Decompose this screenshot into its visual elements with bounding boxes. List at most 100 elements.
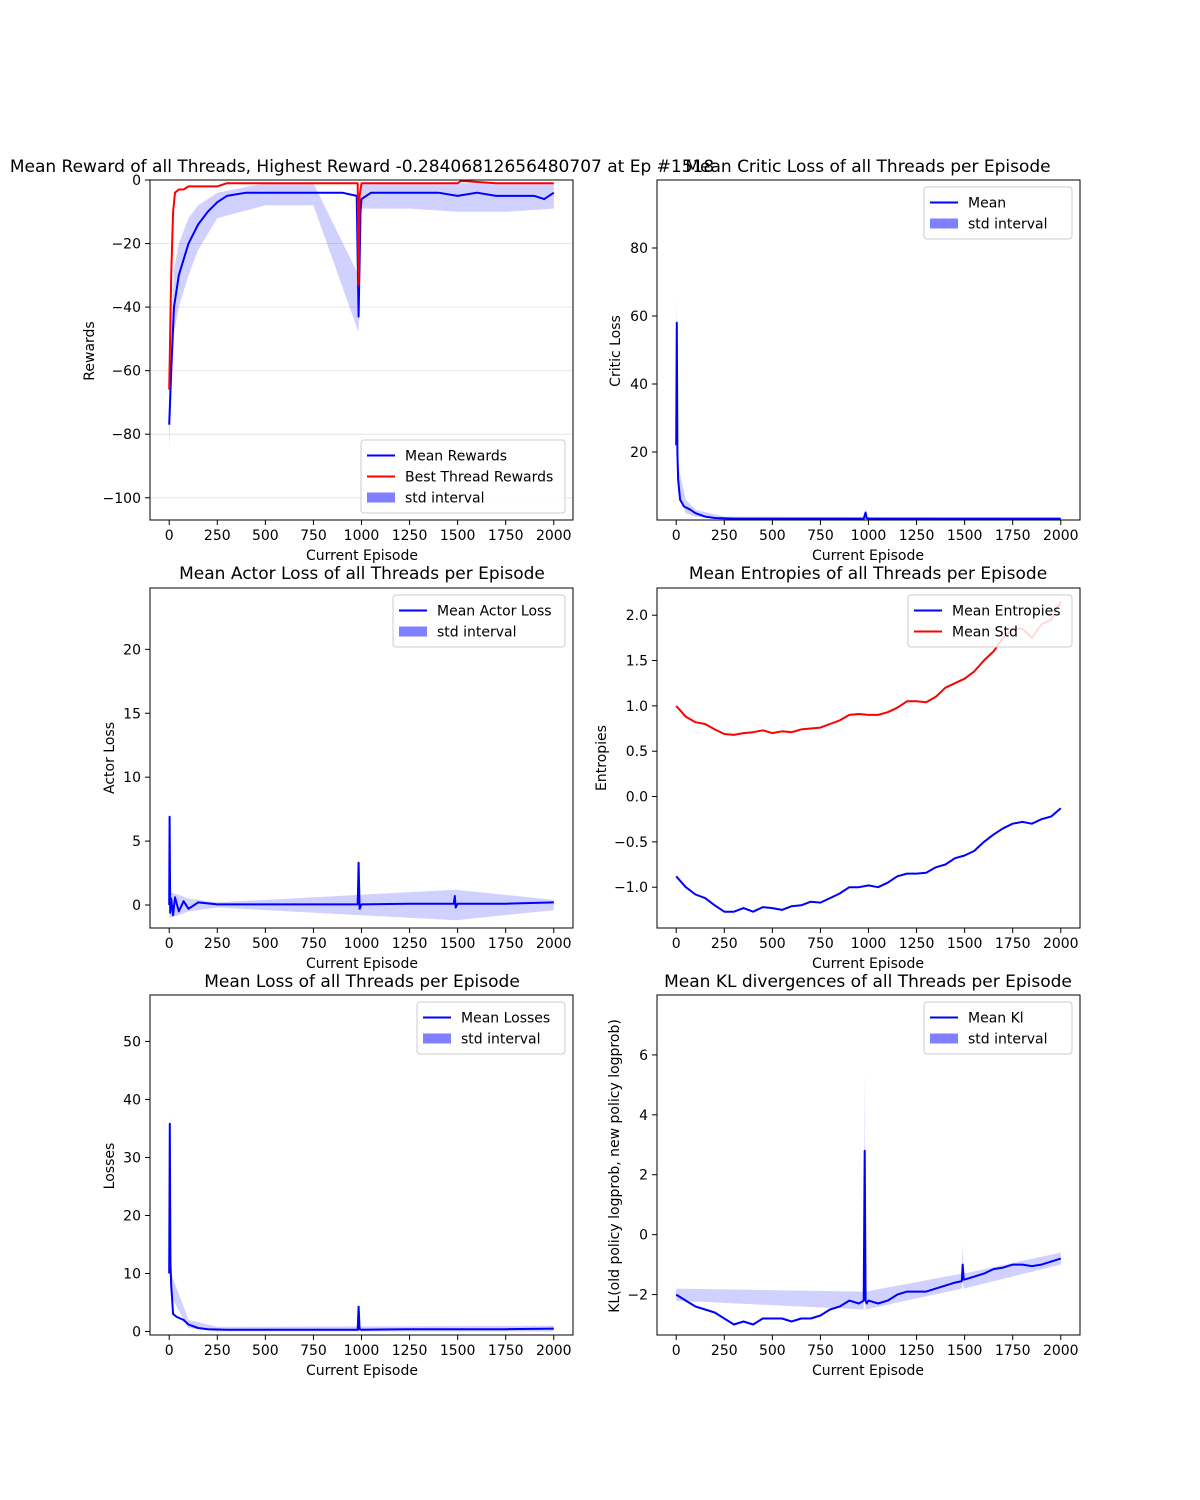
y-tick-label: 6: [639, 1048, 648, 1064]
legend-label: std interval: [968, 217, 1048, 233]
x-tick-label: 0: [165, 528, 174, 544]
legend-label: std interval: [405, 491, 485, 507]
legend-box: [907, 594, 1073, 648]
y-tick-label: −100: [103, 491, 141, 507]
panel-title: Mean Actor Loss of all Threads per Episo…: [179, 564, 545, 584]
plot-area: [675, 295, 1061, 520]
x-tick-label: 750: [807, 936, 834, 952]
y-tick-label: −80: [111, 427, 141, 443]
y-tick-label: −40: [111, 300, 141, 316]
x-tick-label: 1500: [947, 1343, 983, 1359]
legend: Mean Entropies Mean Std: [907, 594, 1073, 648]
y-tick-label: 50: [123, 1034, 141, 1050]
plot-area: [168, 1111, 554, 1332]
legend: Mean Losses std interval: [416, 1001, 566, 1055]
series-line-mean-actor-loss: [168, 815, 554, 917]
x-tick-label: 500: [252, 936, 279, 952]
y-tick-label: −0.5: [614, 835, 648, 851]
series-line-mean-losses: [168, 1122, 554, 1331]
x-tick-label: 1250: [899, 528, 935, 544]
y-tick-label: 0.0: [626, 790, 648, 806]
x-tick-label: 750: [300, 528, 327, 544]
x-tick-label: 250: [204, 936, 231, 952]
panel-mean-reward: Mean Reward of all Threads, Highest Rewa…: [10, 157, 714, 564]
x-tick-label: 1750: [995, 528, 1031, 544]
x-tick-label: 250: [711, 936, 738, 952]
x-tick-label: 1250: [392, 936, 428, 952]
y-axis-label: Losses: [102, 1143, 118, 1190]
y-tick-label: 40: [123, 1092, 141, 1108]
legend-box: [416, 1001, 566, 1055]
y-tick-label: 0: [132, 898, 141, 914]
y-axis-label: KL(old policy logprob, new policy logpro…: [607, 1019, 623, 1313]
panel-title: Mean KL divergences of all Threads per E…: [664, 972, 1072, 992]
x-tick-label: 2000: [1043, 936, 1079, 952]
x-axis-label: Current Episode: [812, 548, 924, 564]
legend-swatch-band: [930, 1033, 958, 1044]
x-tick-label: 500: [759, 528, 786, 544]
x-tick-label: 250: [204, 528, 231, 544]
std-interval-band: [169, 183, 554, 451]
x-tick-label: 500: [252, 1343, 279, 1359]
y-tick-label: 15: [123, 706, 141, 722]
legend: Mean Rewards Best Thread Rewards std inter…: [360, 439, 566, 514]
x-tick-label: 2000: [536, 1343, 572, 1359]
legend-swatch-band: [399, 626, 427, 637]
legend-label: std interval: [968, 1032, 1048, 1048]
legend-label: Mean Losses: [461, 1011, 550, 1027]
legend-label: Mean: [968, 196, 1006, 212]
panel-losses: Mean Loss of all Threads per Episode Cur…: [102, 972, 574, 1379]
x-tick-label: 1750: [995, 936, 1031, 952]
x-tick-label: 0: [672, 1343, 681, 1359]
plot-area: [675, 1069, 1062, 1326]
panel-title: Mean Critic Loss of all Threads per Epis…: [685, 157, 1050, 177]
legend-swatch-band: [930, 218, 958, 229]
x-tick-label: 1000: [344, 1343, 380, 1359]
x-tick-label: 2000: [536, 528, 572, 544]
plot-area: [168, 815, 554, 921]
legend-box: [360, 439, 566, 514]
legend-label: std interval: [437, 625, 517, 641]
y-axis-label: Rewards: [82, 321, 98, 380]
x-tick-label: 750: [300, 1343, 327, 1359]
panel-entropies: Mean Entropies of all Threads per Episod…: [594, 564, 1081, 972]
panel-critic-loss: Mean Critic Loss of all Threads per Epis…: [608, 157, 1081, 564]
x-tick-label: 1750: [488, 1343, 524, 1359]
legend-swatch-band: [423, 1033, 451, 1044]
x-tick-label: 500: [759, 936, 786, 952]
y-tick-label: 40: [630, 377, 648, 393]
x-tick-label: 1000: [851, 936, 887, 952]
legend-label: Mean Entropies: [952, 604, 1061, 620]
legend-label: Mean Kl: [968, 1011, 1024, 1027]
x-axis-label: Current Episode: [812, 956, 924, 972]
y-tick-label: 80: [630, 241, 648, 257]
legend-box: [923, 186, 1073, 240]
panel-title: Mean Reward of all Threads, Highest Rewa…: [10, 157, 714, 177]
x-tick-label: 500: [252, 528, 279, 544]
x-tick-label: 1500: [947, 528, 983, 544]
y-axis-label: Critic Loss: [608, 315, 624, 387]
y-tick-label: 20: [123, 642, 141, 658]
y-tick-label: 0: [132, 173, 141, 189]
series-line-mean-rewards: [168, 191, 555, 425]
x-tick-label: 1500: [440, 1343, 476, 1359]
x-axis-label: Current Episode: [306, 548, 418, 564]
x-tick-label: 1500: [440, 528, 476, 544]
panel-kl-divergence: Mean KL divergences of all Threads per E…: [607, 972, 1081, 1379]
x-tick-label: 750: [807, 528, 834, 544]
x-tick-label: 1500: [440, 936, 476, 952]
x-tick-label: 1750: [488, 936, 524, 952]
legend-box: [923, 1001, 1073, 1055]
legend-label: Mean Std: [952, 625, 1018, 641]
x-tick-label: 500: [759, 1343, 786, 1359]
y-tick-label: 20: [123, 1208, 141, 1224]
y-tick-label: 0: [132, 1325, 141, 1341]
y-tick-label: 20: [630, 445, 648, 461]
y-tick-label: 2.0: [626, 608, 648, 624]
plot-area: [168, 180, 555, 451]
legend-label: Best Thread Rewards: [405, 470, 553, 486]
panel-title: Mean Entropies of all Threads per Episod…: [689, 564, 1047, 584]
x-axis-label: Current Episode: [812, 1363, 924, 1379]
